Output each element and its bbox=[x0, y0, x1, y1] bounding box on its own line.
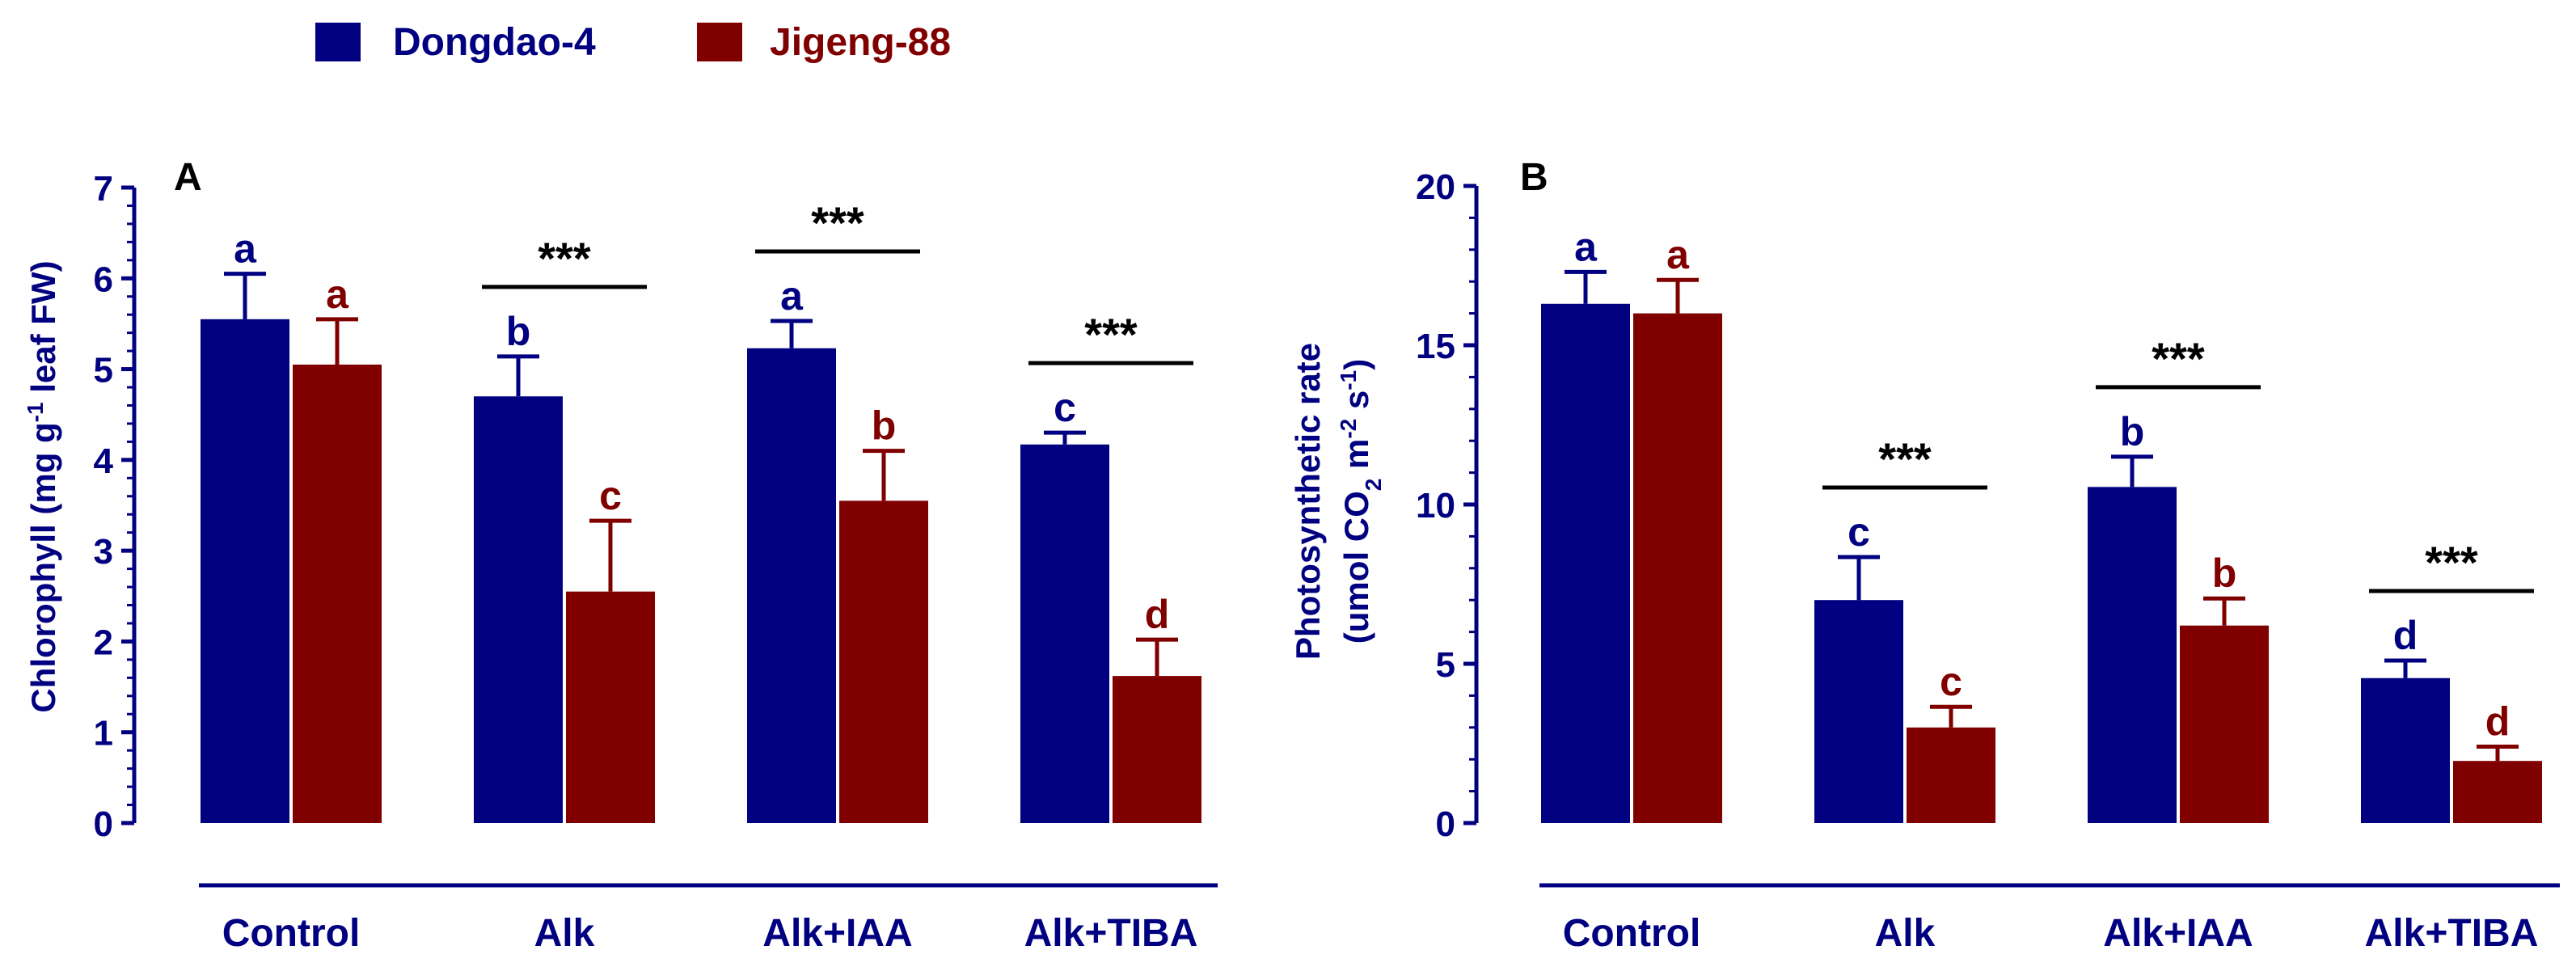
plot-layer: 01234567ControlaaAlkbc***Alk+IAAab***Alk… bbox=[94, 167, 2560, 955]
panel-a-x-tick-label: Control bbox=[222, 912, 361, 955]
panel-b-sig-letter: c bbox=[1940, 659, 1962, 704]
panel-b-sig-stars: *** bbox=[2425, 537, 2478, 588]
panel-a-y-tick-label: 3 bbox=[94, 532, 113, 572]
panel-b-x-tick-label: Alk+IAA bbox=[2103, 912, 2253, 955]
panel-b-bar-dongdao bbox=[1541, 303, 1630, 823]
panel-a-y-tick-label: 4 bbox=[94, 441, 114, 481]
panel-label-a: A bbox=[174, 156, 202, 199]
panel-b-y-tick-label: 5 bbox=[1436, 645, 1455, 685]
panel-a-bar-dongdao bbox=[747, 348, 836, 823]
panel-b-sig-letter: a bbox=[1574, 224, 1598, 269]
panel-b-sig-stars: *** bbox=[1878, 433, 1932, 484]
panel-a-sig-letter: c bbox=[599, 473, 622, 518]
panel-a-bar-jigeng bbox=[839, 500, 928, 823]
legend-swatch-jigeng bbox=[697, 23, 742, 61]
panel-a-sig-stars: *** bbox=[1084, 309, 1138, 360]
panel-b-bar-jigeng bbox=[2453, 761, 2542, 823]
panel-b-bar-jigeng bbox=[1633, 313, 1722, 824]
panel-b-sig-letter: a bbox=[1666, 232, 1690, 277]
panel-a-sig-stars: *** bbox=[538, 233, 591, 284]
y-axis-title-a: Chlorophyll (mg g-1 leaf FW) bbox=[23, 260, 63, 712]
panel-b-x-tick-label: Control bbox=[1563, 912, 1701, 955]
panel-b-y-tick-label: 20 bbox=[1416, 167, 1455, 207]
panel-b-sig-stars: *** bbox=[2152, 333, 2205, 384]
panel-a-x-tick-label: Alk+TIBA bbox=[1024, 912, 1198, 955]
panel-a-sig-letter: a bbox=[326, 272, 349, 317]
panel-a-sig-letter: b bbox=[506, 309, 531, 354]
panel-b-x-tick-label: Alk+TIBA bbox=[2365, 912, 2539, 955]
y-axis-title-b-line1: Photosynthetic rate bbox=[1289, 343, 1327, 660]
panel-a-y-tick-label: 7 bbox=[94, 169, 113, 209]
panel-b-y-tick-label: 0 bbox=[1436, 804, 1455, 844]
panel-a-sig-letter: d bbox=[1145, 592, 1170, 637]
panel-a-y-tick-label: 1 bbox=[94, 714, 113, 754]
panel-a-sig-letter: c bbox=[1054, 385, 1076, 430]
panel-a-sig-stars: *** bbox=[811, 197, 864, 248]
panel-a-x-tick-label: Alk bbox=[534, 912, 595, 955]
panel-a-x-tick-label: Alk+IAA bbox=[762, 912, 912, 955]
legend-swatch-dongdao bbox=[315, 23, 361, 61]
panel-a-y-tick-label: 2 bbox=[94, 623, 113, 662]
y-axis-title-b: Photosynthetic rate (umol CO2 m-2 s-1) bbox=[1289, 343, 1386, 660]
panel-b-y-tick-label: 15 bbox=[1416, 327, 1455, 366]
panel-b-bar-dongdao bbox=[2088, 487, 2177, 823]
panel-a-sig-letter: a bbox=[234, 226, 257, 272]
panel-a-bar-jigeng bbox=[1113, 676, 1201, 823]
legend-label-jigeng: Jigeng-88 bbox=[770, 21, 951, 64]
panel-b-sig-letter: b bbox=[2120, 409, 2145, 454]
panel-b-bar-dongdao bbox=[2361, 678, 2450, 823]
panel-a-bar-dongdao bbox=[201, 319, 289, 823]
legend: Dongdao-4 Jigeng-88 bbox=[315, 21, 951, 64]
panel-a-bar-jigeng bbox=[566, 591, 655, 823]
panel-b-sig-letter: d bbox=[2393, 613, 2418, 658]
panel-label-b: B bbox=[1520, 156, 1548, 199]
panel-b-x-tick-label: Alk bbox=[1875, 912, 1936, 955]
panel-b-bar-dongdao bbox=[1814, 600, 1903, 823]
panel-a-y-tick-label: 0 bbox=[94, 804, 113, 844]
panel-b-sig-letter: d bbox=[2485, 699, 2511, 744]
panel-b-bar-jigeng bbox=[1907, 727, 1995, 823]
panel-a-bar-dongdao bbox=[1020, 444, 1109, 823]
panel-b-y-tick-label: 10 bbox=[1416, 486, 1455, 526]
panel-b-bar-jigeng bbox=[2180, 625, 2269, 823]
y-axis-title-b-line2: (umol CO2 m-2 s-1) bbox=[1336, 359, 1386, 644]
panel-b-sig-letter: b bbox=[2212, 551, 2237, 596]
panel-b-sig-letter: c bbox=[1848, 509, 1870, 555]
panel-a-y-tick-label: 6 bbox=[94, 260, 113, 299]
panel-a-sig-letter: b bbox=[872, 403, 897, 449]
panel-a-bar-jigeng bbox=[293, 364, 382, 823]
panel-a-bar-dongdao bbox=[474, 396, 563, 823]
panel-a-sig-letter: a bbox=[780, 273, 804, 319]
legend-label-dongdao: Dongdao-4 bbox=[393, 21, 596, 64]
panel-a-y-tick-label: 5 bbox=[94, 351, 113, 391]
